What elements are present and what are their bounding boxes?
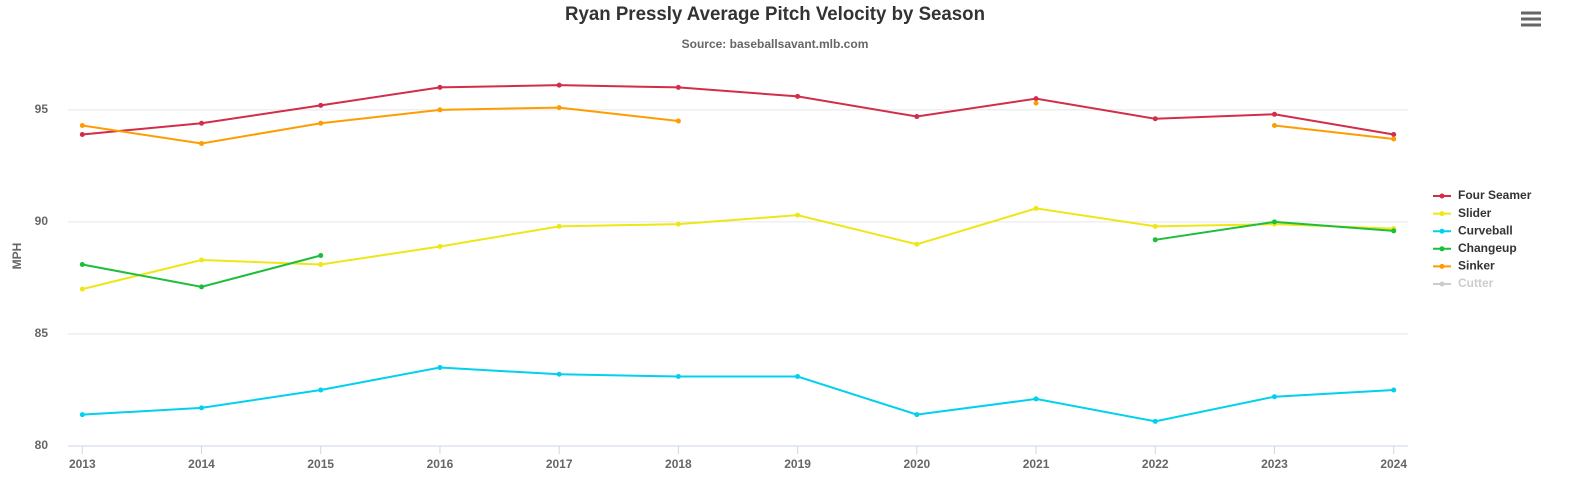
- point-marker: [914, 114, 920, 120]
- point-marker: [795, 374, 801, 380]
- x-tick-label: 2022: [1142, 457, 1169, 471]
- y-tick-label: 90: [35, 214, 49, 228]
- legend-marker[interactable]: [1439, 211, 1445, 217]
- point-marker: [437, 84, 443, 90]
- point-marker: [318, 261, 324, 267]
- point-marker: [556, 371, 562, 377]
- point-marker: [1152, 418, 1158, 424]
- point-marker: [675, 221, 681, 227]
- legend-marker[interactable]: [1439, 193, 1445, 199]
- point-marker: [79, 286, 85, 292]
- point-marker: [1271, 111, 1277, 117]
- x-tick-label: 2021: [1023, 457, 1050, 471]
- point-marker: [675, 84, 681, 90]
- x-tick-label: 2019: [784, 457, 811, 471]
- point-marker: [437, 107, 443, 113]
- legend-label[interactable]: Sinker: [1458, 259, 1495, 273]
- point-marker: [437, 244, 443, 250]
- legend-marker[interactable]: [1439, 281, 1445, 287]
- point-marker: [556, 105, 562, 111]
- point-marker: [79, 123, 85, 129]
- point-marker: [437, 365, 443, 371]
- point-marker: [1391, 387, 1397, 393]
- series-line: [82, 220, 1394, 288]
- point-marker: [318, 387, 324, 393]
- point-marker: [795, 93, 801, 99]
- point-marker: [199, 257, 205, 263]
- point-marker: [1271, 219, 1277, 225]
- point-marker: [199, 140, 205, 146]
- point-marker: [1271, 123, 1277, 129]
- point-marker: [79, 131, 85, 137]
- point-marker: [199, 120, 205, 126]
- point-marker: [556, 82, 562, 88]
- chart-title: Ryan Pressly Average Pitch Velocity by S…: [565, 4, 985, 25]
- x-tick-label: 2023: [1261, 457, 1288, 471]
- series-line: [82, 106, 1394, 145]
- legend-label[interactable]: Changeup: [1458, 241, 1517, 255]
- x-tick-label: 2020: [903, 457, 930, 471]
- series-line: [82, 366, 1394, 423]
- point-marker: [1391, 131, 1397, 137]
- legend-marker[interactable]: [1439, 263, 1445, 269]
- menu-button[interactable]: [1518, 10, 1542, 30]
- y-tick-label: 95: [35, 102, 49, 116]
- point-marker: [556, 223, 562, 229]
- x-tick-label: 2017: [546, 457, 573, 471]
- point-marker: [318, 102, 324, 108]
- point-marker: [795, 212, 801, 218]
- point-marker: [199, 405, 205, 411]
- y-tick-label: 85: [35, 326, 49, 340]
- point-marker: [1152, 223, 1158, 229]
- x-tick-label: 2014: [188, 457, 215, 471]
- x-tick-label: 2013: [69, 457, 96, 471]
- legend-label[interactable]: Curveball: [1458, 223, 1513, 237]
- point-marker: [675, 118, 681, 124]
- point-marker: [318, 120, 324, 126]
- point-marker: [1152, 116, 1158, 122]
- point-marker: [318, 253, 324, 258]
- legend-label[interactable]: Cutter: [1458, 276, 1494, 290]
- legend-label[interactable]: Four Seamer: [1458, 188, 1532, 202]
- point-marker: [199, 284, 205, 290]
- point-marker: [914, 412, 920, 418]
- point-marker: [1033, 100, 1039, 106]
- series-line: [82, 207, 1394, 291]
- x-tick-label: 2024: [1380, 457, 1407, 471]
- legend-marker[interactable]: [1439, 228, 1445, 234]
- point-marker: [1033, 96, 1039, 102]
- point-marker: [79, 261, 85, 267]
- point-marker: [1391, 228, 1397, 234]
- y-tick-label: 80: [35, 438, 49, 452]
- chart-subtitle: Source: baseballsavant.mlb.com: [682, 37, 869, 51]
- x-tick-label: 2018: [665, 457, 692, 471]
- x-tick-label: 2016: [427, 457, 454, 471]
- y-axis-label: MPH: [10, 243, 24, 270]
- point-marker: [1152, 237, 1158, 243]
- point-marker: [914, 241, 920, 247]
- legend-label[interactable]: Slider: [1458, 206, 1492, 220]
- point-marker: [1391, 136, 1397, 142]
- point-marker: [79, 412, 85, 418]
- point-marker: [1033, 205, 1039, 211]
- point-marker: [1033, 396, 1039, 402]
- legend-marker[interactable]: [1439, 246, 1445, 252]
- series-line: [82, 84, 1394, 136]
- x-tick-label: 2015: [307, 457, 334, 471]
- point-marker: [675, 374, 681, 380]
- point-marker: [1271, 394, 1277, 400]
